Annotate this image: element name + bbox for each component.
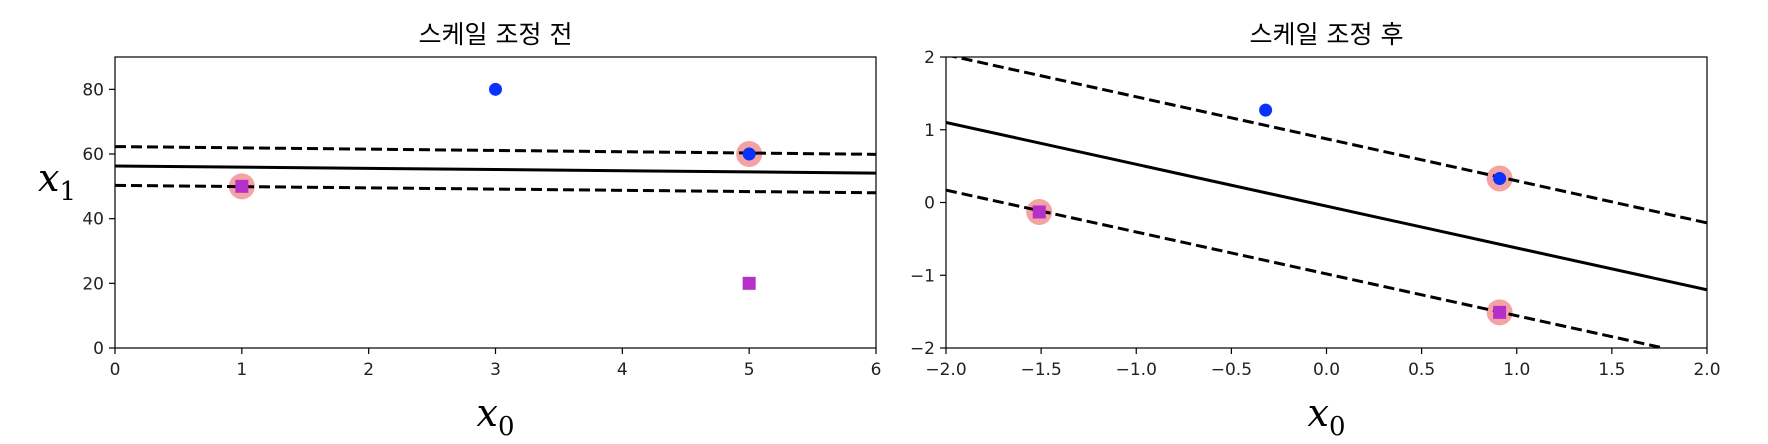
- data-point-square: [1493, 305, 1507, 319]
- y-tick-label: 80: [82, 80, 104, 100]
- y-tick-label: −1: [910, 266, 935, 286]
- x-axis-label: x0: [477, 391, 515, 442]
- x-tick-label: 4: [617, 360, 628, 380]
- x-tick-label: 2.0: [1693, 360, 1720, 380]
- x-tick-label: 0.0: [1313, 360, 1340, 380]
- data-point-circle: [489, 82, 502, 96]
- margin-line: [115, 183, 876, 195]
- axes-frame: [114, 56, 877, 349]
- x-tick-label: 3: [490, 360, 501, 380]
- y-tick-label: 0: [924, 194, 935, 214]
- x-axis-label-main: x: [477, 391, 498, 435]
- axes-frame: [945, 56, 1708, 349]
- data-point-square: [235, 179, 249, 193]
- x-axis-label-subscript: 0: [1329, 412, 1346, 442]
- x-tick-label: 1.5: [1598, 360, 1625, 380]
- y-tick-label: 0: [93, 339, 104, 359]
- x-tick-label: −1.0: [1116, 360, 1157, 380]
- data-point-circle: [1259, 103, 1273, 117]
- margin-line: [115, 145, 876, 156]
- chart-after-scaling: −2.0 −1.5 −1.0 −0.5 0.0 0.5 1.0 1.5 2.0 −2 −1 0 1 2 스케…: [910, 20, 1721, 442]
- x-tick-label: 1: [236, 360, 247, 380]
- data-point-circle: [1493, 171, 1507, 185]
- data-point-square: [1032, 205, 1046, 219]
- x-tick-label: 0.5: [1408, 360, 1435, 380]
- x-tick-label: 2: [363, 360, 374, 380]
- x-tick-label: 0: [110, 360, 121, 380]
- x-tick-label: −2.0: [925, 360, 966, 380]
- x-tick-label: 1.0: [1503, 360, 1530, 380]
- plot-area: [946, 57, 1707, 348]
- y-tick-label: −2: [910, 339, 935, 359]
- y-axis-label-main: x: [38, 156, 59, 200]
- data-point-circle: [742, 147, 756, 161]
- chart-title: 스케일 조정 전: [419, 20, 573, 49]
- x-tick-label: 6: [871, 360, 882, 380]
- chart-title: 스케일 조정 후: [1250, 20, 1404, 49]
- y-tick-label: 2: [924, 48, 935, 68]
- margin-line: [948, 57, 1707, 225]
- decision-boundary-line: [946, 121, 1707, 292]
- y-axis-label-subscript: 1: [59, 177, 76, 207]
- data-point-square: [742, 276, 756, 290]
- margin-line: [946, 188, 1664, 348]
- y-tick-label: 60: [82, 145, 104, 165]
- x-tick-label: −0.5: [1211, 360, 1252, 380]
- plot-area: [115, 82, 876, 290]
- y-tick-label: 40: [82, 210, 104, 230]
- y-tick-label: 20: [82, 274, 104, 294]
- x-axis-label: x0: [1308, 391, 1346, 442]
- x-axis-label-main: x: [1308, 391, 1329, 435]
- x-tick-label: 5: [744, 360, 755, 380]
- y-axis-label: x1: [38, 156, 76, 207]
- x-axis-label-subscript: 0: [498, 412, 515, 442]
- decision-boundary-line: [115, 164, 876, 175]
- x-tick-label: −1.5: [1020, 360, 1061, 380]
- y-tick-label: 1: [924, 121, 935, 141]
